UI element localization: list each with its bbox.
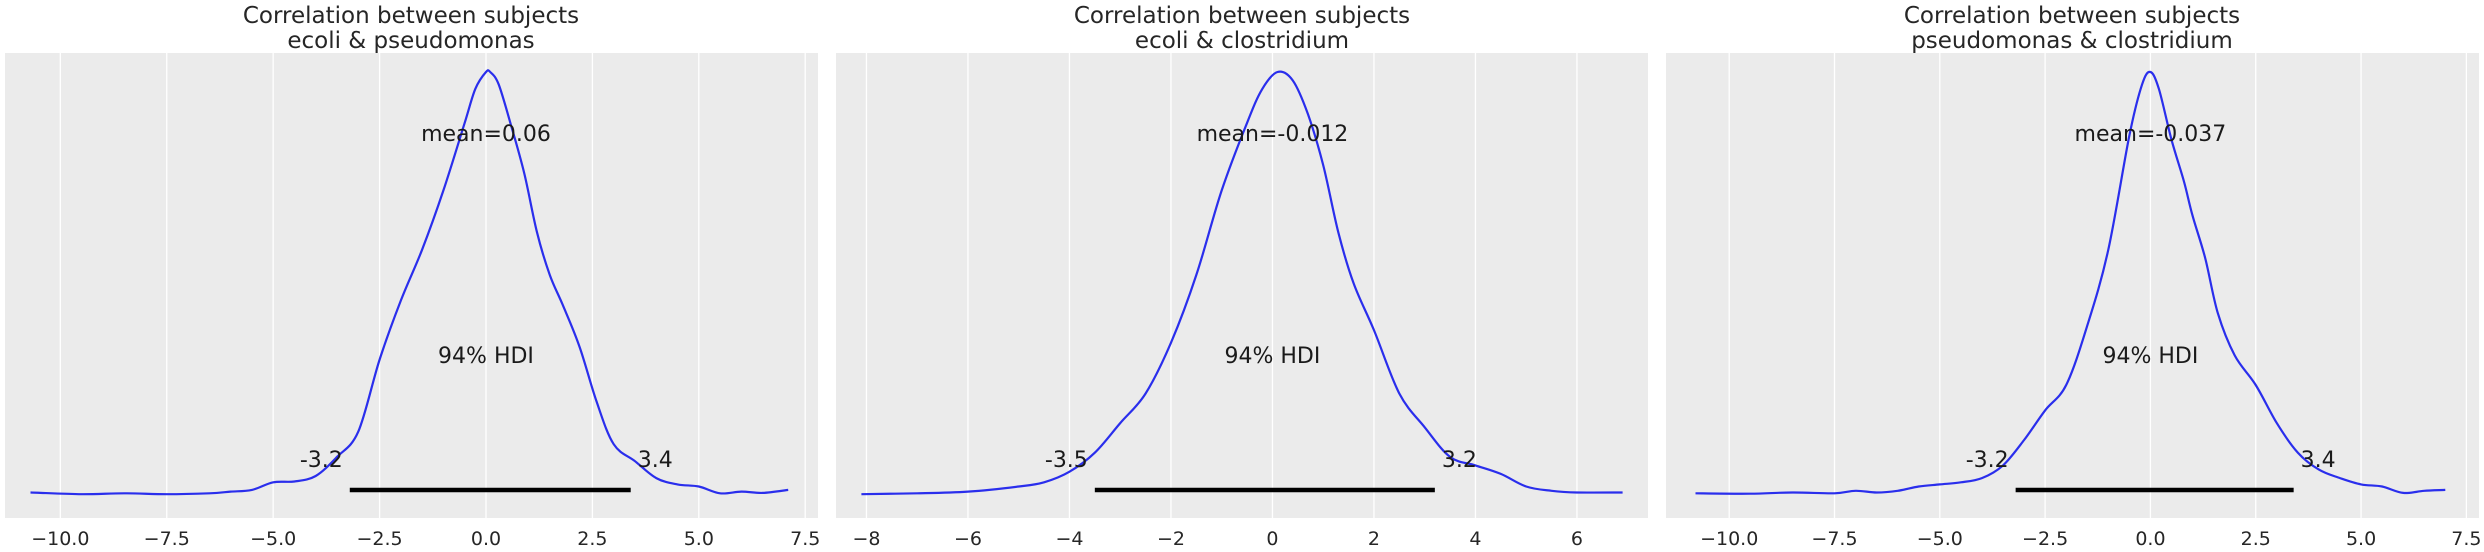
x-tick-label: 5.0 xyxy=(2346,528,2376,550)
x-tick-label: 2 xyxy=(1368,528,1380,550)
hdi-upper-label: 3.4 xyxy=(638,448,673,473)
x-tick-label: 4 xyxy=(1469,528,1481,550)
mean-annotation: mean=-0.037 xyxy=(2075,122,2227,147)
hdi-lower-label: -3.5 xyxy=(1045,448,1088,473)
x-tick-label: −4 xyxy=(1055,528,1083,550)
x-tick-label: −2 xyxy=(1157,528,1185,550)
x-tick-label: 6 xyxy=(1571,528,1583,550)
x-tick-label: 5.0 xyxy=(684,528,714,550)
subplot-title-line2: ecoli & clostridium xyxy=(1135,28,1349,54)
x-tick-label: 0.0 xyxy=(2135,528,2165,550)
x-tick-label: −5.0 xyxy=(1917,528,1963,550)
hdi-annotation: 94% HDI xyxy=(438,344,534,369)
subplot-pseudomonas-clostridium: Correlation between subjects pseudomonas… xyxy=(1666,3,2481,550)
x-tick-label: 2.5 xyxy=(2241,528,2271,550)
hdi-lower-label: -3.2 xyxy=(1966,448,2009,473)
x-tick-label: −7.5 xyxy=(1811,528,1857,550)
x-tick-label: 7.5 xyxy=(790,528,820,550)
subplot-ecoli-clostridium: Correlation between subjects ecoli & clo… xyxy=(836,3,1648,550)
plot-area xyxy=(1666,53,2479,518)
x-tick-label: 2.5 xyxy=(577,528,607,550)
subplot-title-line2: pseudomonas & clostridium xyxy=(1911,28,2233,54)
mean-annotation: mean=-0.012 xyxy=(1197,122,1349,147)
hdi-annotation: 94% HDI xyxy=(1225,344,1321,369)
hdi-annotation: 94% HDI xyxy=(2102,344,2198,369)
x-tick-label: 0.0 xyxy=(471,528,501,550)
subplot-title-line1: Correlation between subjects xyxy=(1074,3,1410,29)
x-tick-label: −2.5 xyxy=(2022,528,2068,550)
x-tick-label: −6 xyxy=(954,528,982,550)
posterior-density-line xyxy=(1695,70,2446,495)
x-tick-label: −7.5 xyxy=(144,528,190,550)
x-tick-label: −10.0 xyxy=(1700,528,1758,550)
hdi-lower-label: -3.2 xyxy=(300,448,343,473)
x-tick-label: −2.5 xyxy=(357,528,403,550)
x-tick-label: 0 xyxy=(1266,528,1278,550)
subplot-title-line1: Correlation between subjects xyxy=(1904,3,2240,29)
subplot-title-line1: Correlation between subjects xyxy=(243,3,579,29)
subplot-ecoli-pseudomonas: Correlation between subjects ecoli & pse… xyxy=(5,3,820,550)
plot-area xyxy=(836,53,1648,518)
x-tick-label: −5.0 xyxy=(250,528,296,550)
hdi-upper-label: 3.2 xyxy=(1442,448,1477,473)
hdi-upper-label: 3.4 xyxy=(2301,448,2336,473)
subplot-title-line2: ecoli & pseudomonas xyxy=(287,28,534,54)
mean-annotation: mean=0.06 xyxy=(421,122,551,147)
plot-area xyxy=(5,53,818,518)
posterior-density-line xyxy=(30,69,789,496)
x-tick-label: −10.0 xyxy=(31,528,89,550)
x-tick-label: 7.5 xyxy=(2451,528,2481,550)
posterior-density-line xyxy=(861,70,1623,496)
x-tick-label: −8 xyxy=(852,528,880,550)
